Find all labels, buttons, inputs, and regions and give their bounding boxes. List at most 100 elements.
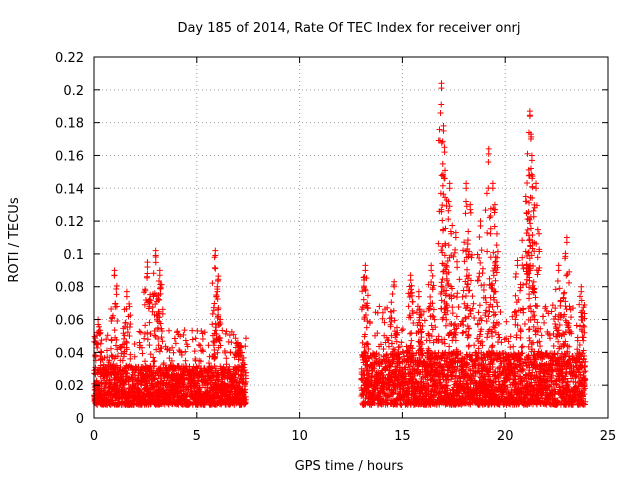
- data-point: [223, 355, 230, 362]
- data-point: [137, 329, 144, 336]
- data-point: [421, 317, 428, 324]
- data-point: [189, 327, 196, 334]
- data-point: [182, 357, 189, 364]
- data-point: [215, 273, 222, 280]
- data-point: [182, 337, 189, 344]
- data-point: [131, 341, 138, 348]
- data-point: [150, 270, 157, 277]
- data-point: [212, 265, 219, 272]
- data-point: [503, 318, 510, 325]
- data-point: [389, 291, 396, 298]
- data-point: [150, 384, 157, 391]
- data-point: [189, 336, 196, 343]
- data-point: [97, 340, 104, 347]
- data-point: [108, 352, 115, 359]
- data-point: [510, 343, 517, 350]
- data-point: [144, 264, 151, 271]
- data-point: [425, 331, 432, 338]
- data-point: [117, 344, 124, 351]
- data-point: [438, 101, 445, 108]
- data-point: [376, 303, 383, 310]
- data-point: [428, 267, 435, 274]
- data-point: [139, 350, 146, 357]
- data-point: [573, 322, 580, 329]
- data-point: [438, 279, 445, 286]
- data-point: [152, 259, 159, 266]
- data-point: [408, 329, 415, 336]
- data-point: [438, 297, 445, 304]
- data-point: [212, 365, 219, 372]
- data-point: [552, 320, 559, 327]
- data-point: [538, 332, 545, 339]
- data-point: [137, 380, 144, 387]
- data-point: [151, 363, 158, 370]
- data-point: [164, 346, 171, 353]
- data-point: [439, 202, 446, 209]
- data-point: [407, 277, 414, 284]
- data-point: [174, 328, 181, 335]
- data-point: [475, 309, 482, 316]
- data-point: [142, 322, 149, 329]
- data-point: [439, 243, 446, 250]
- data-point: [437, 110, 444, 117]
- data-point: [156, 278, 163, 285]
- data-point: [138, 344, 145, 351]
- data-point: [212, 377, 219, 384]
- data-point: [158, 375, 165, 382]
- data-point: [360, 296, 367, 303]
- data-point: [180, 331, 187, 338]
- data-point: [439, 284, 446, 291]
- data-point: [147, 330, 154, 337]
- data-point: [156, 272, 163, 279]
- data-point: [430, 306, 437, 313]
- data-point: [168, 357, 175, 364]
- data-point: [212, 327, 219, 334]
- data-point: [126, 333, 133, 340]
- data-point: [542, 303, 549, 310]
- data-point: [181, 374, 188, 381]
- data-point: [518, 344, 525, 351]
- data-point: [211, 300, 218, 307]
- data-point: [219, 327, 226, 334]
- data-point: [438, 85, 445, 92]
- data-point: [169, 344, 176, 351]
- data-point: [396, 343, 403, 350]
- data-points: [91, 80, 589, 408]
- data-point: [181, 327, 188, 334]
- data-point: [97, 362, 104, 369]
- data-point: [197, 342, 204, 349]
- data-point: [103, 336, 110, 343]
- data-point: [111, 327, 118, 334]
- data-point: [209, 321, 216, 328]
- data-point: [519, 343, 526, 350]
- data-point: [568, 314, 575, 321]
- data-point: [440, 127, 447, 134]
- data-point: [407, 286, 414, 293]
- data-point: [497, 309, 504, 316]
- data-point: [364, 305, 371, 312]
- data-point: [197, 358, 204, 365]
- data-point: [200, 348, 207, 355]
- data-point: [453, 313, 460, 320]
- data-point: [540, 313, 547, 320]
- data-point: [388, 308, 395, 315]
- data-point: [159, 338, 166, 345]
- data-point: [430, 313, 437, 320]
- data-point: [111, 272, 118, 279]
- data-point: [101, 354, 108, 361]
- data-point: [362, 267, 369, 274]
- data-point: [127, 321, 134, 328]
- data-point: [146, 342, 153, 349]
- data-point: [186, 399, 193, 406]
- data-point: [541, 319, 548, 326]
- data-point: [201, 329, 208, 336]
- data-point: [211, 264, 218, 271]
- data-point: [182, 348, 189, 355]
- data-point: [136, 328, 143, 335]
- data-point: [435, 240, 442, 247]
- data-point: [125, 381, 132, 388]
- data-point: [178, 351, 185, 358]
- data-point: [459, 330, 466, 337]
- data-point: [171, 335, 178, 342]
- data-point: [409, 298, 416, 305]
